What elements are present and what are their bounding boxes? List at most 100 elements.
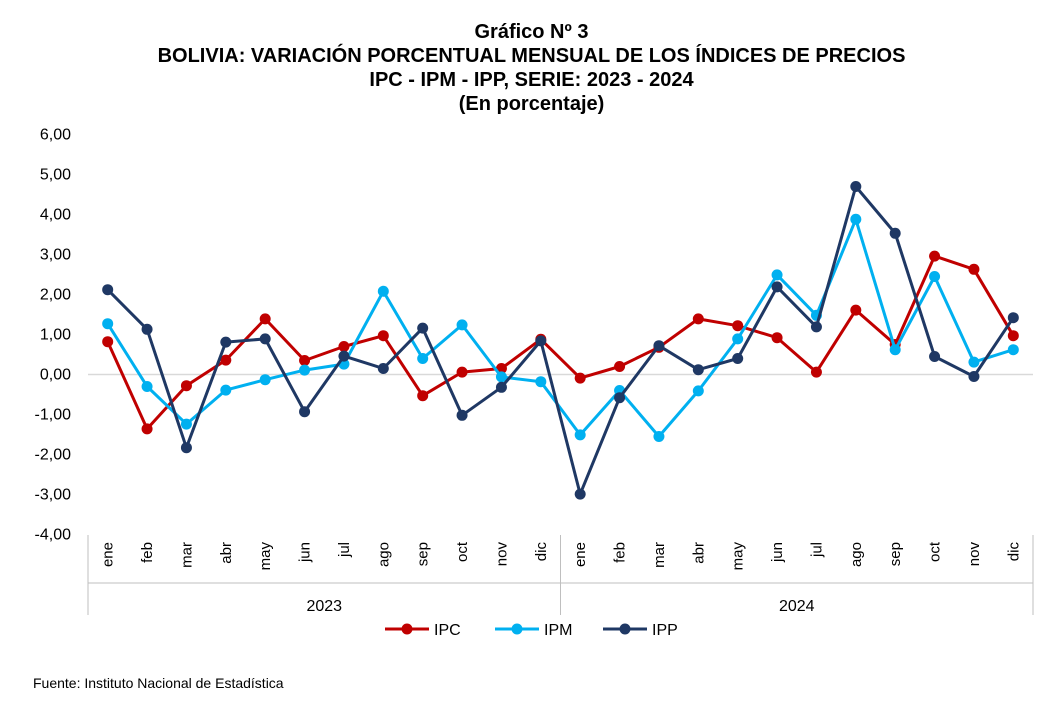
data-point-ipp — [810, 321, 822, 333]
data-point-ipm — [732, 333, 744, 345]
data-point-ipp — [377, 363, 389, 374]
year-label: 2023 — [306, 598, 342, 615]
y-tick-label: 1,00 — [40, 327, 71, 344]
data-point-ipp — [614, 392, 626, 404]
legend-marker-ipc — [401, 623, 413, 635]
data-point-ipc — [377, 330, 389, 342]
data-point-ipp — [653, 340, 665, 352]
data-point-ipp — [929, 351, 941, 362]
data-point-ipm — [771, 269, 783, 281]
y-tick-label: -2,00 — [35, 447, 72, 464]
y-tick-label: 0,00 — [40, 367, 71, 384]
data-point-ipc — [732, 320, 744, 332]
legend-label-ipp: IPP — [652, 622, 678, 639]
data-point-ipp — [456, 409, 468, 421]
x-tick-label: jul — [808, 542, 825, 558]
data-point-ipp — [220, 336, 232, 348]
x-tick-label: dic — [533, 542, 550, 562]
y-tick-label: 2,00 — [40, 287, 71, 304]
data-point-ipm — [495, 371, 507, 383]
data-point-ipm — [968, 356, 980, 368]
data-point-ipm — [220, 384, 232, 396]
chart-subtitle-1: BOLIVIA: VARIACIÓN PORCENTUAL MENSUAL DE… — [157, 45, 906, 67]
y-tick-label: 3,00 — [40, 247, 71, 264]
x-tick-label: nov — [966, 542, 983, 567]
data-point-ipp — [1007, 312, 1019, 324]
data-point-ipp — [259, 333, 271, 345]
data-point-ipc — [1007, 330, 1019, 342]
data-point-ipm — [456, 319, 468, 331]
data-point-ipp — [102, 284, 114, 296]
data-point-ipm — [1007, 344, 1019, 356]
data-point-ipc — [338, 341, 350, 352]
data-point-ipm — [692, 385, 704, 397]
data-point-ipp — [574, 488, 586, 500]
data-point-ipc — [810, 366, 822, 378]
x-tick-label: nov — [493, 542, 510, 567]
x-tick-label: jul — [336, 542, 353, 558]
data-point-ipp — [141, 323, 153, 335]
x-tick-label: sep — [887, 542, 904, 566]
series-line-ipc — [106, 254, 1015, 431]
data-point-ipp — [299, 406, 311, 418]
data-point-ipp — [889, 227, 901, 239]
data-point-ipc — [614, 361, 626, 372]
data-point-ipc — [417, 390, 429, 402]
data-point-ipm — [653, 431, 665, 442]
data-point-ipp — [968, 371, 980, 382]
data-point-ipm — [299, 364, 311, 376]
x-tick-label: may — [730, 542, 747, 571]
legend-label-ipm: IPM — [544, 622, 572, 639]
x-tick-label: dic — [1005, 542, 1022, 562]
x-tick-label: may — [257, 542, 274, 571]
data-point-ipm — [377, 285, 389, 297]
x-tick-label: ago — [848, 542, 865, 567]
data-point-ipp — [535, 335, 547, 347]
data-point-ipm — [574, 429, 586, 441]
data-point-ipp — [495, 381, 507, 393]
data-point-ipm — [180, 418, 192, 430]
x-tick-label: ene — [572, 542, 589, 567]
data-point-ipp — [732, 353, 744, 364]
legend-label-ipc: IPC — [434, 622, 461, 639]
chart-titles: Gráfico Nº 3 BOLIVIA: VARIACIÓN PORCENTU… — [0, 20, 1053, 116]
y-tick-label: 6,00 — [40, 127, 71, 144]
data-point-ipc — [180, 380, 192, 392]
data-point-ipc — [771, 332, 783, 344]
data-point-ipm — [535, 376, 547, 388]
chart-title: Gráfico Nº 3 — [474, 21, 589, 43]
data-point-ipp — [850, 181, 862, 192]
data-point-ipm — [929, 271, 941, 282]
y-tick-label: -3,00 — [35, 487, 72, 504]
x-tick-label: mar — [651, 542, 668, 568]
data-point-ipc — [692, 313, 704, 325]
source-note: Fuente: Instituto Nacional de Estadístic… — [33, 675, 284, 691]
x-tick-label: feb — [612, 542, 629, 563]
data-point-ipc — [102, 336, 114, 348]
chart-subtitle-2: IPC - IPM - IPP, SERIE: 2023 - 2024 — [369, 69, 694, 91]
data-point-ipc — [456, 366, 468, 378]
x-tick-label: abr — [690, 542, 707, 564]
data-point-ipm — [850, 213, 862, 225]
year-label: 2024 — [779, 598, 815, 615]
data-point-ipp — [771, 281, 783, 293]
x-tick-label: jun — [769, 542, 786, 563]
data-point-ipc — [850, 304, 862, 316]
data-point-ipm — [141, 381, 153, 392]
data-point-ipm — [889, 344, 901, 356]
data-point-ipc — [299, 355, 311, 366]
x-tick-label: abr — [218, 542, 235, 564]
data-point-ipp — [338, 350, 350, 362]
legend-marker-ipm — [511, 623, 523, 635]
data-point-ipm — [259, 374, 271, 386]
x-tick-label: ene — [100, 542, 117, 567]
data-point-ipm — [102, 318, 114, 330]
data-point-ipm — [417, 353, 429, 364]
x-tick-label: oct — [454, 541, 471, 562]
data-point-ipp — [417, 322, 429, 334]
data-point-ipc — [929, 250, 941, 262]
x-tick-label: sep — [415, 542, 432, 566]
y-tick-label: 4,00 — [40, 207, 71, 224]
data-point-ipc — [259, 313, 271, 325]
